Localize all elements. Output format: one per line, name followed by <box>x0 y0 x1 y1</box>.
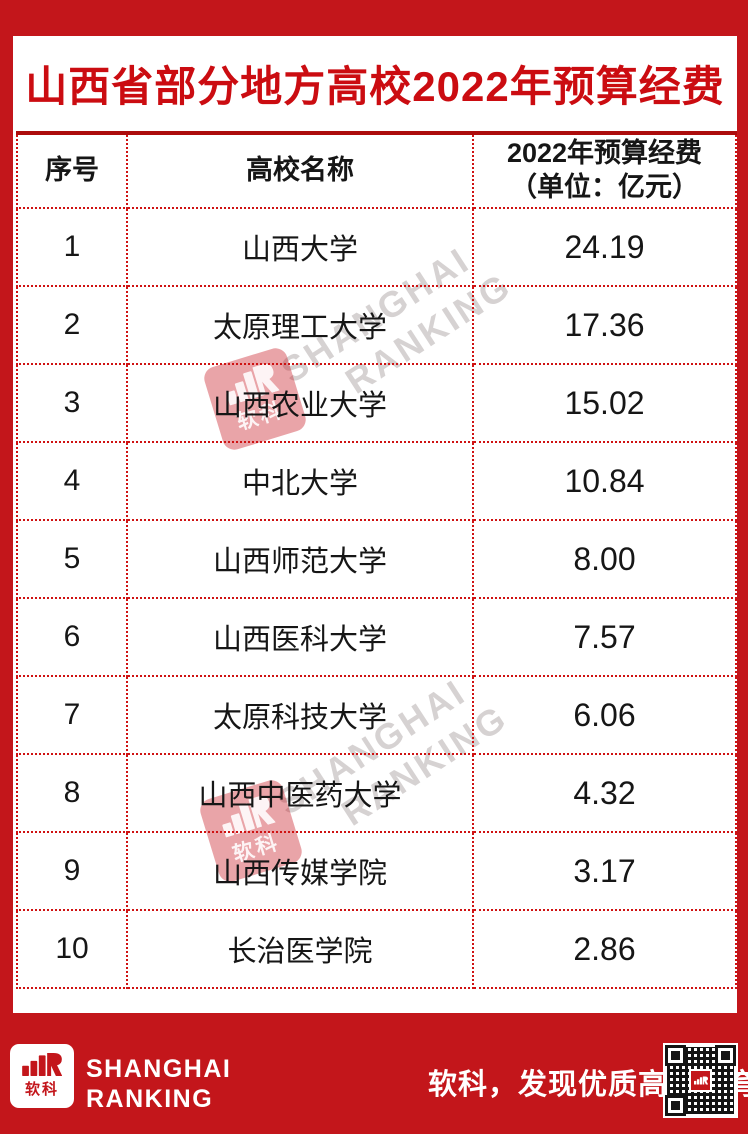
table-row: 6 山西医科大学 7.57 <box>16 597 737 677</box>
cell-name: 长治医学院 <box>126 909 474 989</box>
cell-name: 山西大学 <box>126 207 474 287</box>
table-row: 5 山西师范大学 8.00 <box>16 519 737 599</box>
cell-value: 24.19 <box>472 207 737 287</box>
cell-name: 山西中医药大学 <box>126 753 474 833</box>
cell-name: 山西农业大学 <box>126 363 474 443</box>
qr-finder-icon <box>665 1045 686 1066</box>
cell-name: 太原科技大学 <box>126 675 474 755</box>
cell-index: 8 <box>16 753 128 833</box>
qr-finder-icon <box>715 1045 736 1066</box>
table-row: 1 山西大学 24.19 <box>16 207 737 287</box>
cell-index: 2 <box>16 285 128 365</box>
cell-name: 中北大学 <box>126 441 474 521</box>
footer: 软科 SHANGHAI RANKING 软科，发现优质高等教育 <box>0 1013 748 1134</box>
cell-index: 9 <box>16 831 128 911</box>
brand-line1: SHANGHAI <box>86 1055 232 1083</box>
cell-value: 7.57 <box>472 597 737 677</box>
cell-index: 3 <box>16 363 128 443</box>
qr-finder-icon <box>665 1095 686 1116</box>
cell-index: 1 <box>16 207 128 287</box>
header-name: 高校名称 <box>126 131 474 209</box>
qr-center-logo-icon <box>689 1069 712 1092</box>
header-budget-line2: （单位：亿元） <box>510 172 699 202</box>
table-header-row: 序号 高校名称 2022年预算经费 （单位：亿元） <box>16 131 737 209</box>
cell-index: 10 <box>16 909 128 989</box>
table-row: 2 太原理工大学 17.36 <box>16 285 737 365</box>
table-body: 1 山西大学 24.19 2 太原理工大学 17.36 3 山西农业大学 15.… <box>16 207 737 989</box>
table-row: 7 太原科技大学 6.06 <box>16 675 737 755</box>
cell-index: 6 <box>16 597 128 677</box>
table-row: 8 山西中医药大学 4.32 <box>16 753 737 833</box>
cell-value: 2.86 <box>472 909 737 989</box>
brand-name: SHANGHAI RANKING <box>86 1055 231 1114</box>
brand-line2: RANKING <box>86 1084 214 1113</box>
cell-name: 山西传媒学院 <box>126 831 474 911</box>
cell-name: 山西师范大学 <box>126 519 474 599</box>
budget-table: 序号 高校名称 2022年预算经费 （单位：亿元） 1 山西大学 24.19 2… <box>16 131 737 989</box>
table-row: 4 中北大学 10.84 <box>16 441 737 521</box>
bar-chart-logo-icon <box>22 1053 62 1076</box>
cell-index: 4 <box>16 441 128 521</box>
table-row: 3 山西农业大学 15.02 <box>16 363 737 443</box>
cell-value: 8.00 <box>472 519 737 599</box>
header-budget-line1: 2022年预算经费 <box>506 138 703 169</box>
header-index: 序号 <box>16 131 128 209</box>
cell-value: 17.36 <box>472 285 737 365</box>
shanghairanking-logo: 软科 <box>10 1044 74 1108</box>
content-area: SHANGHAI RANKING 软科 SHANGHAI RANKING <box>13 36 737 1013</box>
cell-value: 4.32 <box>472 753 737 833</box>
cell-index: 7 <box>16 675 128 755</box>
cell-name: 太原理工大学 <box>126 285 474 365</box>
cell-value: 6.06 <box>472 675 737 755</box>
cell-name: 山西医科大学 <box>126 597 474 677</box>
table-row: 10 长治医学院 2.86 <box>16 909 737 989</box>
cell-value: 15.02 <box>472 363 737 443</box>
cell-value: 3.17 <box>472 831 737 911</box>
qr-code <box>663 1043 738 1118</box>
page-title: 山西省部分地方高校2022年预算经费 <box>25 63 725 110</box>
footer-logo-text: 软科 <box>24 1081 59 1098</box>
table-row: 9 山西传媒学院 3.17 <box>16 831 737 911</box>
cell-index: 5 <box>16 519 128 599</box>
header-budget: 2022年预算经费 （单位：亿元） <box>472 131 737 209</box>
cell-value: 10.84 <box>472 441 737 521</box>
